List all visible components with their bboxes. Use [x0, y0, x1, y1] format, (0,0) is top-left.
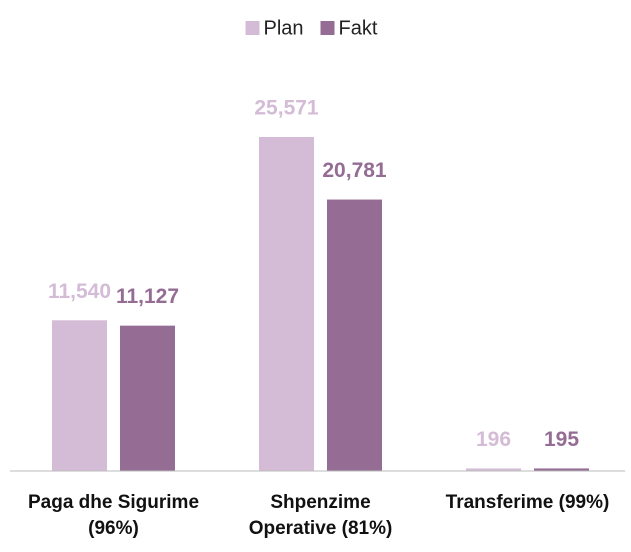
- bar: [327, 199, 382, 471]
- data-label: 11,127: [116, 285, 179, 308]
- x-tick-label: Shpenzime Operative (81%): [248, 492, 393, 539]
- data-label: 11,540: [48, 280, 111, 303]
- data-label: 20,781: [322, 159, 387, 182]
- bar: [466, 468, 521, 471]
- legend-label: Fakt: [339, 17, 378, 39]
- x-tick-label: Transferime (99%): [445, 492, 610, 513]
- data-label: 195: [544, 428, 579, 451]
- bar: [534, 468, 589, 471]
- bar: [259, 137, 314, 471]
- legend-swatch: [245, 21, 260, 35]
- data-label: 196: [476, 428, 511, 451]
- legend-label: Plan: [264, 17, 304, 39]
- legend-swatch: [320, 21, 335, 35]
- data-label: 25,571: [254, 97, 319, 120]
- x-tick-label: Paga dhe Sigurime (96%): [27, 492, 200, 539]
- bar: [120, 325, 175, 471]
- bar: [52, 320, 107, 471]
